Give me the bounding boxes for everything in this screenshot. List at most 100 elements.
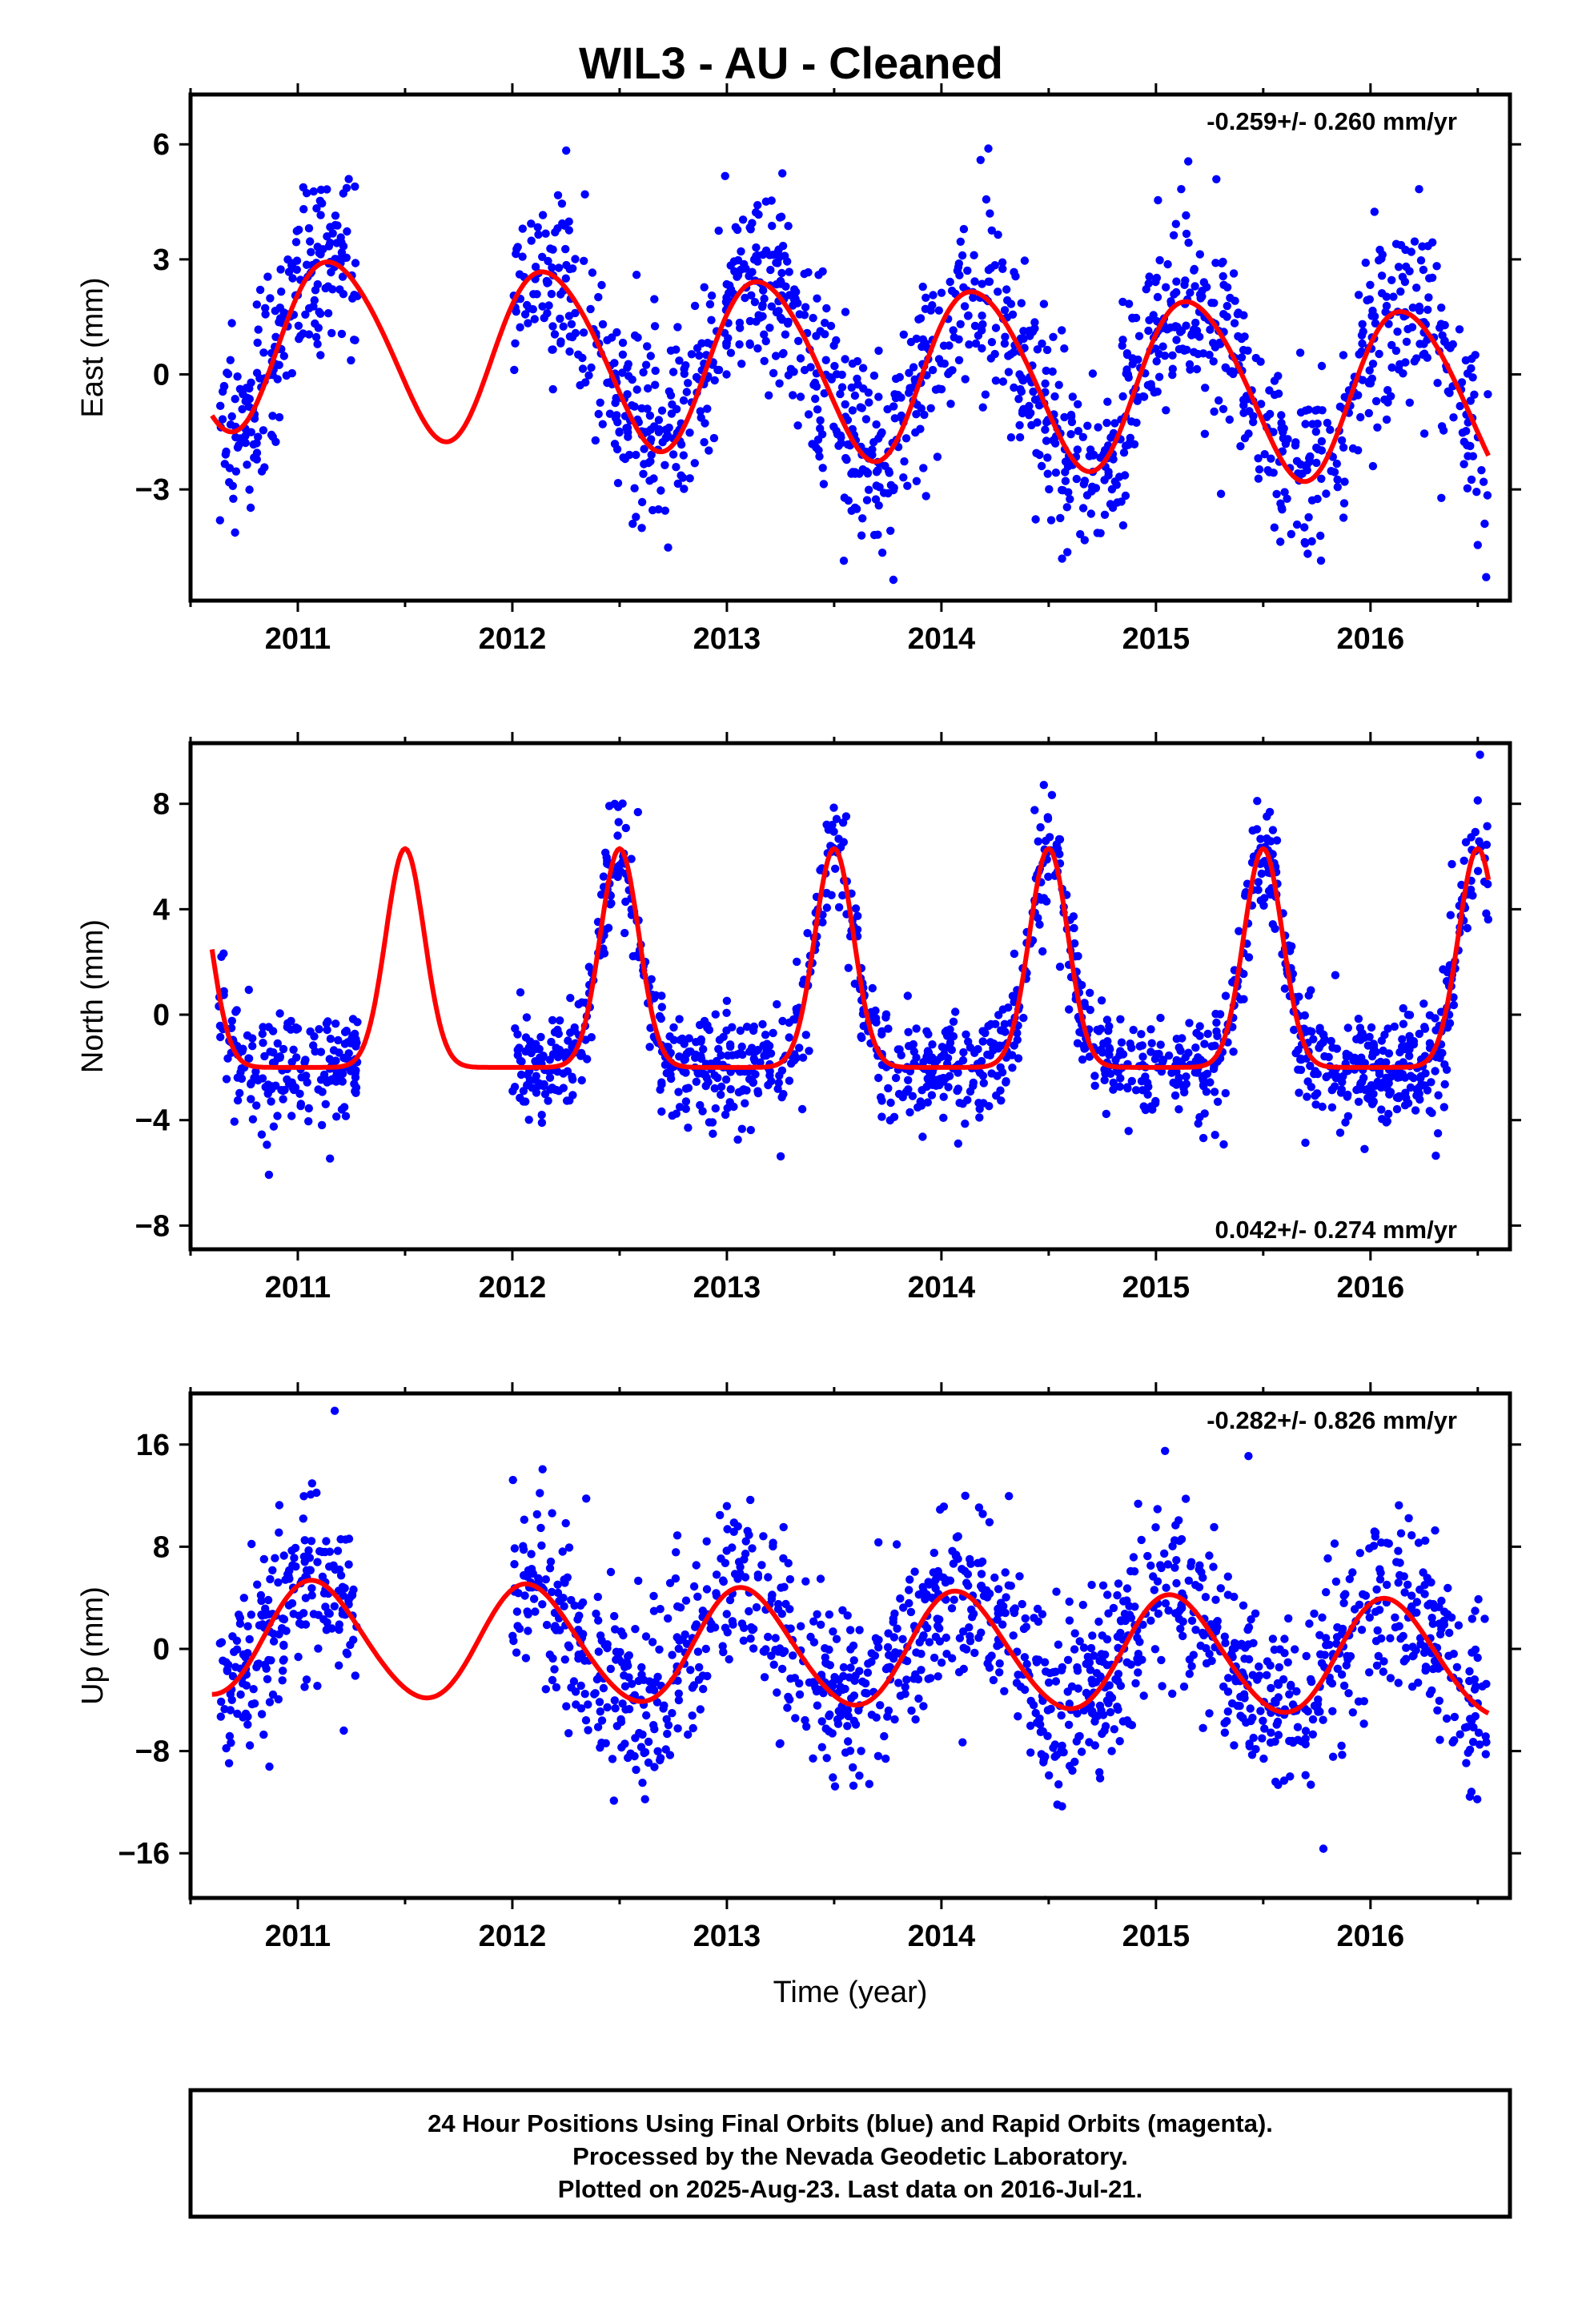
east-data-point xyxy=(1333,475,1342,485)
east-data-point xyxy=(1186,288,1195,297)
north-data-point xyxy=(544,1096,552,1105)
east-data-point xyxy=(1339,351,1348,360)
east-data-point xyxy=(1249,412,1258,420)
up-data-point xyxy=(339,1726,348,1735)
up-data-point xyxy=(545,1564,555,1573)
east-data-point xyxy=(624,432,632,441)
north-data-point xyxy=(1115,1082,1124,1092)
east-data-point xyxy=(277,287,286,296)
up-data-point xyxy=(1189,1651,1199,1659)
up-data-point xyxy=(1450,1736,1459,1745)
east-data-point xyxy=(978,312,986,320)
north-data-point xyxy=(1280,984,1290,993)
up-data-point xyxy=(1471,1606,1480,1615)
up-data-point xyxy=(529,1594,539,1603)
east-data-point xyxy=(1365,366,1374,375)
east-data-point xyxy=(829,422,838,431)
up-data-point xyxy=(632,1765,640,1775)
up-data-point xyxy=(925,1638,934,1647)
east-data-point xyxy=(266,294,275,303)
up-data-point xyxy=(1248,1713,1257,1723)
north-data-point xyxy=(877,1027,886,1036)
up-data-point xyxy=(569,1677,579,1686)
up-data-point xyxy=(912,1648,921,1657)
east-data-point xyxy=(564,312,574,320)
up-data-point xyxy=(674,1695,684,1705)
east-data-point xyxy=(1443,387,1453,396)
east-data-point xyxy=(821,319,829,328)
north-data-point xyxy=(700,1016,709,1026)
north-data-point xyxy=(632,951,640,960)
north-data-point xyxy=(1117,1038,1126,1047)
east-data-point xyxy=(523,300,532,310)
north-y-tick-label: −4 xyxy=(135,1104,170,1138)
up-data-point xyxy=(768,1590,777,1599)
up-data-point xyxy=(661,1745,670,1754)
east-data-point xyxy=(315,196,324,205)
north-data-point xyxy=(1328,1043,1337,1052)
up-data-point xyxy=(1328,1752,1338,1761)
north-data-point xyxy=(275,1053,284,1063)
east-data-point xyxy=(1223,301,1232,311)
up-data-point xyxy=(686,1666,695,1675)
north-data-point xyxy=(697,1037,705,1046)
east-data-point xyxy=(255,285,265,295)
east-data-point xyxy=(839,557,849,565)
east-data-point xyxy=(705,300,715,309)
east-data-point xyxy=(1000,306,1010,315)
east-data-point xyxy=(760,294,769,304)
up-data-point xyxy=(284,1601,294,1610)
east-data-point xyxy=(1154,349,1163,359)
north-data-point xyxy=(1253,797,1262,806)
east-data-point xyxy=(316,351,325,360)
up-data-point xyxy=(259,1730,268,1739)
up-data-point xyxy=(1246,1704,1255,1713)
north-data-point xyxy=(853,911,862,921)
east-data-point xyxy=(1382,301,1391,311)
up-rate-annotation: -0.282+/- 0.826 mm/yr xyxy=(1207,1406,1457,1434)
east-data-point xyxy=(768,221,777,231)
north-data-point xyxy=(1409,1039,1419,1049)
up-data-point xyxy=(584,1700,592,1709)
up-data-point xyxy=(1460,1723,1470,1732)
east-data-point xyxy=(574,350,583,359)
up-data-point xyxy=(1348,1568,1357,1577)
east-data-point xyxy=(1020,256,1030,265)
east-data-point xyxy=(897,413,905,422)
up-data-point xyxy=(874,1538,883,1547)
east-data-point xyxy=(571,255,580,263)
north-x-tick-label: 2012 xyxy=(479,1271,547,1305)
up-data-point xyxy=(1442,1714,1452,1723)
north-data-point xyxy=(562,1096,572,1105)
up-data-point xyxy=(1014,1712,1022,1721)
east-data-point xyxy=(751,208,761,217)
east-data-point xyxy=(987,338,997,347)
up-data-point xyxy=(1171,1521,1180,1530)
up-data-point xyxy=(789,1651,797,1660)
north-data-point xyxy=(331,1019,340,1028)
north-data-point xyxy=(1156,1013,1165,1023)
east-data-point xyxy=(1467,475,1476,485)
east-data-point xyxy=(1078,504,1088,513)
up-data-point xyxy=(1402,1643,1411,1652)
up-data-point xyxy=(1321,1634,1331,1642)
north-data-point xyxy=(738,1050,747,1059)
east-data-point xyxy=(1073,445,1082,454)
up-data-point xyxy=(673,1531,682,1540)
up-data-point xyxy=(1239,1601,1248,1610)
north-data-point xyxy=(235,1088,244,1098)
east-data-point xyxy=(323,185,331,194)
up-data-point xyxy=(993,1615,1002,1624)
up-data-point xyxy=(235,1614,245,1622)
north-data-point xyxy=(327,1076,335,1085)
up-data-point xyxy=(550,1665,559,1674)
up-data-point xyxy=(263,1595,273,1605)
up-data-point xyxy=(1146,1616,1155,1625)
up-data-point xyxy=(1073,1667,1082,1675)
east-data-point xyxy=(872,468,881,476)
up-data-point xyxy=(652,1698,662,1707)
north-data-point xyxy=(1419,999,1428,1008)
up-data-point xyxy=(1126,1566,1135,1576)
up-data-point xyxy=(531,1607,540,1616)
north-data-point xyxy=(705,1025,714,1035)
